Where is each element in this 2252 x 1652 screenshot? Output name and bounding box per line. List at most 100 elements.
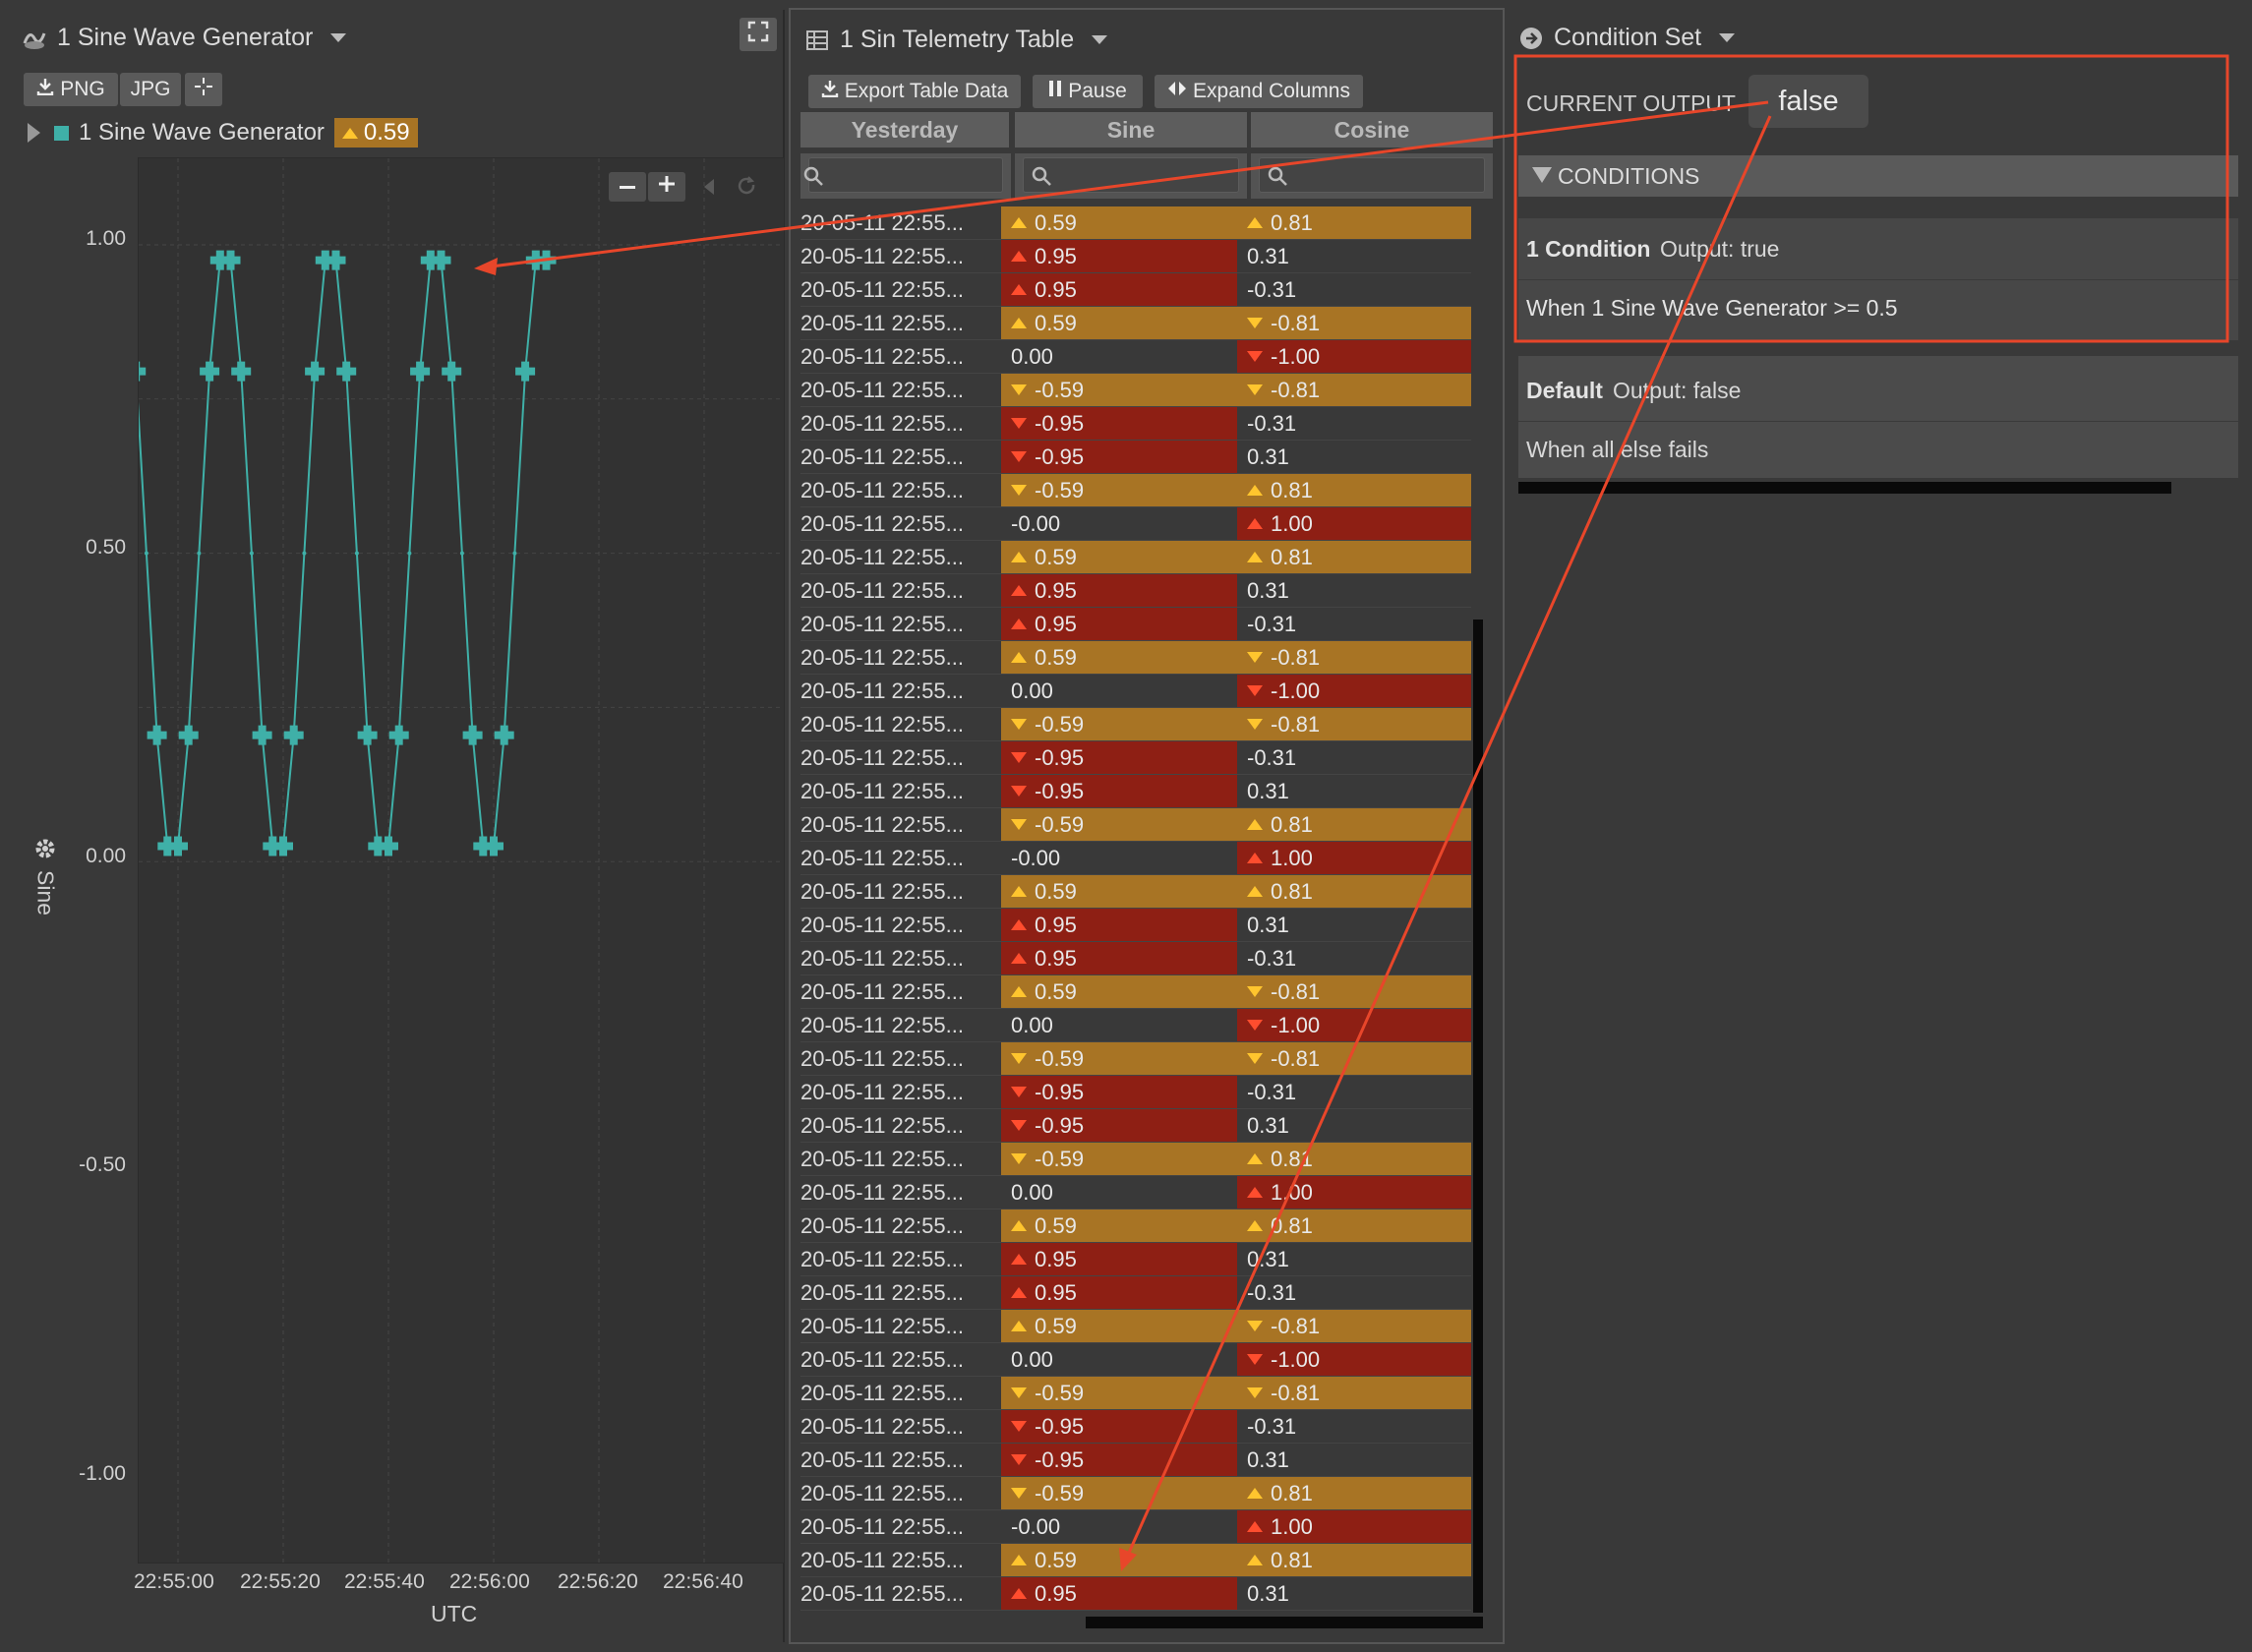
table-row[interactable]: 20-05-11 22:55... -0.00 1.00 [800,1510,1485,1544]
data-point [388,725,409,745]
table-row[interactable]: 20-05-11 22:55... -0.00 1.00 [800,842,1485,875]
table-row[interactable]: 20-05-11 22:55... 0.95 -0.31 [800,608,1485,641]
table-row[interactable]: 20-05-11 22:55... -0.59 -0.81 [800,708,1485,741]
filter-input-sine[interactable] [1023,157,1239,193]
table-row[interactable]: 20-05-11 22:55... 0.59 -0.81 [800,641,1485,675]
chevron-down-icon[interactable] [330,33,347,42]
table-row[interactable]: 20-05-11 22:55... 0.00 1.00 [800,1176,1485,1210]
y-axis-label-group[interactable]: Sine [26,836,65,915]
table-row[interactable]: 20-05-11 22:55... -0.95 -0.31 [800,407,1485,441]
filter-input-yesterday[interactable] [808,157,1003,193]
table-row[interactable]: 20-05-11 22:55... 0.95 -0.31 [800,942,1485,975]
table-row[interactable]: 20-05-11 22:55... 0.59 0.81 [800,1544,1485,1577]
plot-panel-title[interactable]: 1 Sine Wave Generator [22,24,347,52]
table-row[interactable]: 20-05-11 22:55... -0.95 -0.31 [800,1410,1485,1444]
download-icon [821,80,839,103]
limit-down-icon [1247,1354,1263,1365]
table-row[interactable]: 20-05-11 22:55... -0.59 -0.81 [800,1042,1485,1076]
conditions-header[interactable]: CONDITIONS [1518,155,2238,197]
expand-columns-button[interactable]: Expand Columns [1155,75,1363,108]
table-row[interactable]: 20-05-11 22:55... 0.95 0.31 [800,1243,1485,1276]
table-row[interactable]: 20-05-11 22:55... -0.95 0.31 [800,1444,1485,1477]
table-row[interactable]: 20-05-11 22:55... -0.59 0.81 [800,1477,1485,1510]
limit-up-icon [1011,284,1027,295]
limit-up-icon [1011,886,1027,897]
x-tick-label: 22:55:00 [134,1570,214,1593]
export-png-button[interactable]: PNG [24,73,118,106]
column-header-sine[interactable]: Sine [1015,112,1247,148]
table-row[interactable]: 20-05-11 22:55... 0.95 0.31 [800,574,1485,608]
table-row[interactable]: 20-05-11 22:55... -0.00 1.00 [800,507,1485,541]
table-row[interactable]: 20-05-11 22:55... -0.59 -0.81 [800,374,1485,407]
chevron-down-icon[interactable] [1719,33,1736,42]
gear-icon[interactable] [32,836,58,866]
plus-icon [658,175,676,199]
search-icon [802,165,824,192]
table-row[interactable]: 20-05-11 22:55... -0.59 -0.81 [800,1377,1485,1410]
export-table-button[interactable]: Export Table Data [808,75,1021,108]
default-condition-card[interactable]: Default Output: false When all else fail… [1518,356,2238,478]
table-row[interactable]: 20-05-11 22:55... 0.59 0.81 [800,875,1485,909]
cosine-cell: 0.31 [1237,1444,1471,1476]
cosine-value: 1.00 [1271,1513,1313,1539]
zoom-out-button[interactable] [609,172,646,202]
crosshair-button[interactable] [185,73,222,106]
condition-panel-title[interactable]: Condition Set [1518,24,1736,52]
cosine-cell: 0.81 [1237,1477,1471,1509]
minus-icon [620,185,635,189]
table-row[interactable]: 20-05-11 22:55... 0.95 -0.31 [800,1276,1485,1310]
sine-cell: 0.00 [1001,1009,1237,1041]
table-row[interactable]: 20-05-11 22:55... 0.59 0.81 [800,541,1485,574]
chevron-down-icon[interactable] [1092,35,1108,44]
timestamp-text: 20-05-11 22:55... [800,377,964,402]
table-hscrollbar[interactable] [1086,1617,1483,1628]
expand-button[interactable] [740,18,777,51]
table-row[interactable]: 20-05-11 22:55... -0.95 0.31 [800,1109,1485,1143]
table-row[interactable]: 20-05-11 22:55... 0.00 -1.00 [800,1343,1485,1377]
condition-1-card[interactable]: 1 Condition Output: true When 1 Sine Wav… [1518,218,2238,340]
conditions-scrollbar[interactable] [1518,482,2171,494]
legend-row[interactable]: 1 Sine Wave Generator 0.59 [28,118,418,148]
table-panel-title[interactable]: 1 Sin Telemetry Table [804,26,1108,54]
table-row[interactable]: 20-05-11 22:55... -0.95 0.31 [800,775,1485,808]
table-row[interactable]: 20-05-11 22:55... -0.95 -0.31 [800,1076,1485,1109]
table-row[interactable]: 20-05-11 22:55... 0.59 0.81 [800,206,1485,240]
table-row[interactable]: 20-05-11 22:55... -0.59 0.81 [800,1143,1485,1176]
table-row[interactable]: 20-05-11 22:55... 0.95 -0.31 [800,273,1485,307]
filter-input-cosine[interactable] [1259,157,1485,193]
pause-button[interactable]: Pause [1033,75,1143,108]
plot-area[interactable] [115,157,785,1564]
timestamp-text: 20-05-11 22:55... [800,1480,964,1505]
table-row[interactable]: 20-05-11 22:55... -0.59 0.81 [800,808,1485,842]
column-header-yesterday[interactable]: Yesterday [800,112,1009,148]
table-row[interactable]: 20-05-11 22:55... 0.00 -1.00 [800,675,1485,708]
table-row[interactable]: 20-05-11 22:55... -0.95 -0.31 [800,741,1485,775]
table-row[interactable]: 20-05-11 22:55... 0.95 0.31 [800,240,1485,273]
table-row[interactable]: 20-05-11 22:55... 0.59 -0.81 [800,975,1485,1009]
table-row[interactable]: 20-05-11 22:55... 0.00 -1.00 [800,1009,1485,1042]
expand-triangle-icon[interactable] [28,123,40,143]
table-row[interactable]: 20-05-11 22:55... 0.00 -1.00 [800,340,1485,374]
reset-button[interactable] [729,172,764,202]
table-row[interactable]: 20-05-11 22:55... 0.95 0.31 [800,909,1485,942]
timestamp-cell: 20-05-11 22:55... [800,641,1001,674]
table-row[interactable]: 20-05-11 22:55... 0.59 -0.81 [800,307,1485,340]
limit-down-icon [1011,418,1027,429]
timestamp-text: 20-05-11 22:55... [800,1146,964,1171]
column-header-cosine[interactable]: Cosine [1251,112,1493,148]
table-row[interactable]: 20-05-11 22:55... -0.59 0.81 [800,474,1485,507]
table-row[interactable]: 20-05-11 22:55... 0.95 0.31 [800,1577,1485,1611]
table-row[interactable]: 20-05-11 22:55... -0.95 0.31 [800,441,1485,474]
table-row[interactable]: 20-05-11 22:55... 0.59 -0.81 [800,1310,1485,1343]
table-scrollbar[interactable] [1473,620,1483,1613]
limit-down-icon [1011,1488,1027,1499]
back-button[interactable] [691,172,727,202]
timestamp-text: 20-05-11 22:55... [800,1513,964,1539]
legend-value-badge: 0.59 [333,118,418,148]
table-row[interactable]: 20-05-11 22:55... 0.59 0.81 [800,1210,1485,1243]
zoom-in-button[interactable] [648,172,685,202]
sine-cell: -0.00 [1001,1510,1237,1543]
limit-up-icon [1011,1287,1027,1298]
export-jpg-button[interactable]: JPG [120,73,181,106]
sine-value: 0.95 [1035,945,1077,971]
